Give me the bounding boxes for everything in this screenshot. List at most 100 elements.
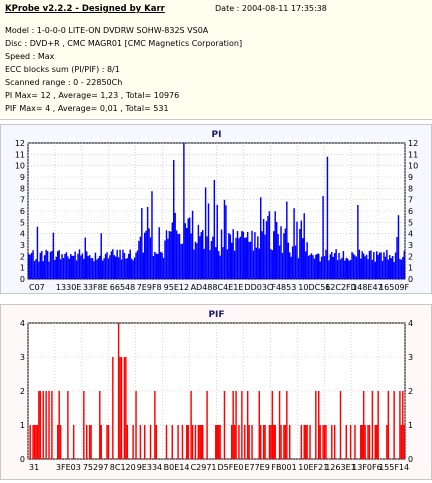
data-bar [400, 425, 403, 459]
data-bar [316, 253, 318, 279]
data-bar [190, 233, 192, 279]
data-bar [261, 231, 263, 279]
data-bar [371, 259, 374, 279]
data-bar [88, 425, 91, 459]
data-bar [289, 425, 291, 459]
data-bar [99, 255, 101, 279]
data-bar [132, 260, 134, 279]
y-tick-label-left: 0 [20, 455, 25, 464]
data-bar [167, 238, 169, 279]
data-bar [203, 248, 205, 279]
data-bar [52, 232, 55, 279]
data-bar [355, 256, 358, 279]
data-bar [296, 221, 298, 279]
data-bar [315, 391, 317, 459]
data-bar [139, 236, 142, 279]
data-bar [291, 246, 294, 279]
data-bar [309, 254, 311, 279]
info-ecc: ECC blocks sum (PI/PIF) : 8/1 [5, 65, 120, 74]
y-tick-label-right: 10 [408, 162, 418, 171]
data-bar [215, 425, 217, 459]
data-bar [331, 425, 333, 459]
data-bar [262, 425, 265, 459]
data-bar [241, 231, 243, 279]
data-bar [177, 425, 179, 459]
data-bar [402, 257, 404, 279]
data-bar [90, 258, 92, 279]
data-bar [87, 256, 89, 279]
data-bar [161, 252, 163, 279]
data-bar [155, 425, 158, 459]
data-bar [238, 425, 240, 459]
y-tick-label-left: 1 [20, 421, 25, 430]
data-bar [178, 233, 181, 279]
data-bar [62, 257, 65, 279]
data-bar [271, 250, 274, 279]
data-bar [138, 240, 140, 279]
data-bar [158, 227, 160, 279]
data-bar [141, 208, 143, 279]
data-bar [57, 425, 59, 459]
data-bar [403, 425, 405, 459]
data-bar [315, 254, 317, 279]
data-bar [228, 233, 230, 279]
x-tick-label: 9E334 [137, 463, 162, 472]
data-bar [402, 391, 404, 459]
data-bar [287, 242, 289, 279]
data-bar [284, 228, 287, 279]
data-bar [393, 391, 395, 459]
data-bar [133, 257, 136, 279]
data-bar [217, 251, 220, 279]
data-bar [354, 425, 356, 459]
info-speed: Speed : Max [5, 52, 55, 61]
data-bar [117, 257, 120, 279]
y-tick-label-right: 1 [408, 264, 413, 273]
data-bar [67, 391, 69, 459]
data-bar [336, 260, 339, 279]
y-tick-label-right: 1 [408, 421, 413, 430]
data-bar [59, 259, 62, 279]
data-bar [191, 425, 194, 459]
data-bar [113, 255, 115, 279]
x-tick-label: AD488 [191, 283, 218, 292]
y-tick-label-left: 7 [20, 196, 25, 205]
y-tick-label-right: 3 [408, 241, 413, 250]
data-bar [197, 224, 200, 279]
data-bar [126, 258, 129, 279]
scan-date: Date : 2004-08-11 17:35:38 [215, 4, 327, 13]
data-bar [341, 257, 343, 279]
data-bar [101, 260, 104, 279]
data-bar [319, 261, 321, 279]
data-bar [72, 255, 75, 279]
y-tick-label-right: 0 [408, 455, 413, 464]
data-bar [358, 249, 361, 279]
data-bar [322, 196, 324, 279]
data-bar [204, 187, 207, 279]
data-bar [323, 425, 326, 459]
data-bar [162, 257, 165, 279]
data-bar [164, 240, 166, 279]
y-tick-label-left: 9 [20, 173, 25, 182]
data-bar [125, 258, 127, 279]
data-bar [297, 258, 300, 279]
data-bar [129, 249, 131, 279]
y-tick-label-left: 3 [20, 241, 25, 250]
data-bar [380, 252, 382, 279]
data-bar [119, 249, 121, 279]
data-bar [171, 222, 173, 279]
data-bar [399, 391, 401, 459]
data-bar [351, 252, 353, 279]
data-bar [326, 156, 329, 279]
data-bar [36, 425, 39, 459]
x-tick-label: 95E12 [164, 283, 189, 292]
data-bar [74, 251, 76, 279]
pif-chart-panel: PIF 0 0 1 1 2 2 3 3 4 4 31 3FE03 75297 8C120 9E334 B0E14… [0, 304, 432, 480]
data-bar [194, 241, 197, 279]
data-bar [362, 391, 365, 459]
data-bar [187, 425, 189, 459]
data-bar [86, 251, 88, 279]
y-tick-label-right: 4 [408, 319, 413, 328]
data-bar [173, 160, 175, 279]
data-bar [348, 260, 350, 279]
data-bar [386, 425, 388, 459]
